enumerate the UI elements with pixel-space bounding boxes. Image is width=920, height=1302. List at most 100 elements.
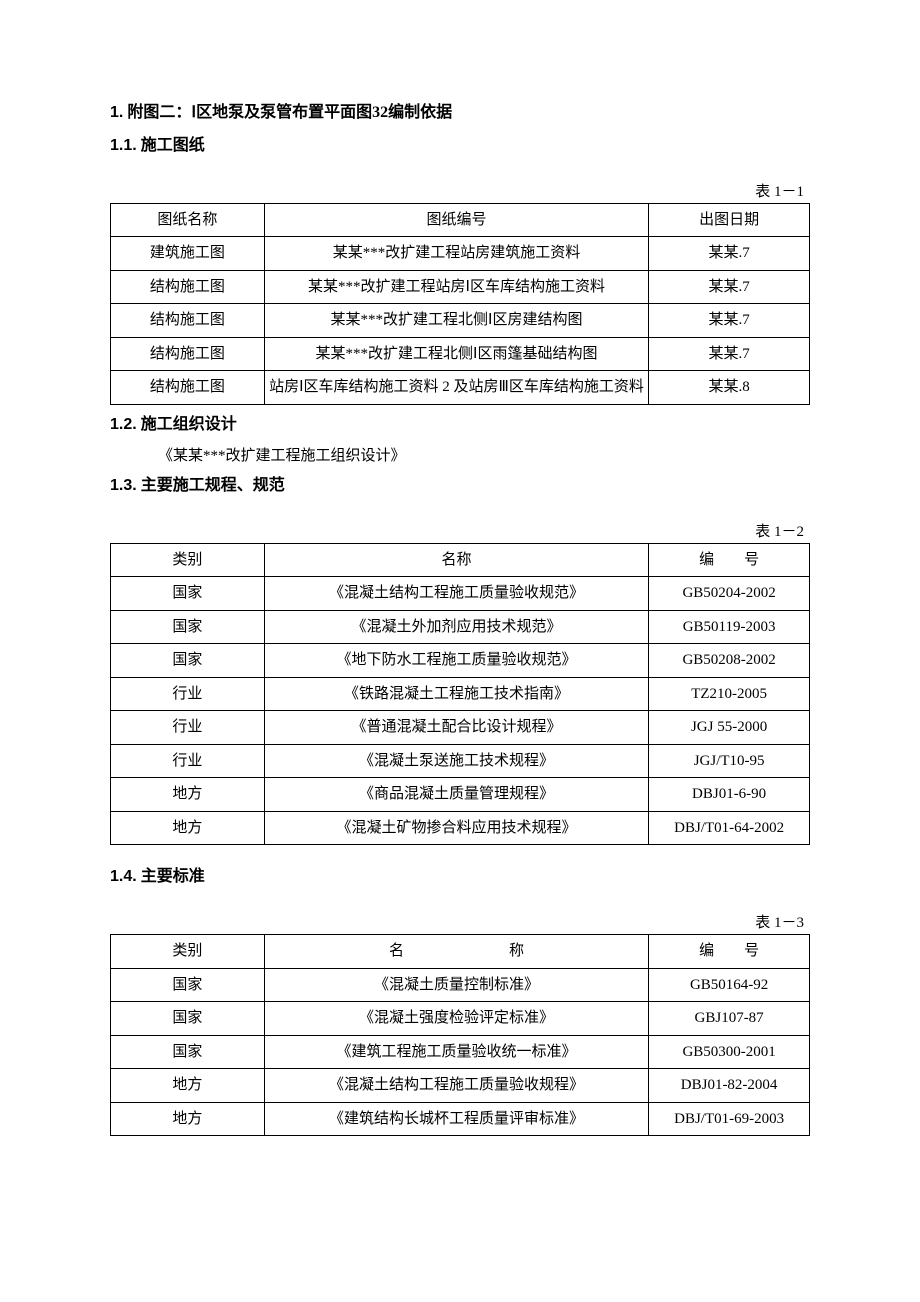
table-cell: 建筑施工图	[111, 237, 265, 271]
table-cell: 某某.8	[649, 371, 810, 405]
table-cell: GB50119-2003	[649, 610, 810, 644]
table-row: 结构施工图某某***改扩建工程北侧Ⅰ区雨篷基础结构图某某.7	[111, 337, 810, 371]
table-cell: 《混凝土外加剂应用技术规范》	[264, 610, 648, 644]
table-cell: 结构施工图	[111, 270, 265, 304]
heading-section-1-4: 1.4. 主要标准	[110, 865, 810, 889]
table-row: 结构施工图某某***改扩建工程站房Ⅰ区车库结构施工资料某某.7	[111, 270, 810, 304]
table-3-body: 国家《混凝土质量控制标准》GB50164-92国家《混凝土强度检验评定标准》GB…	[111, 968, 810, 1136]
table-cell: 地方	[111, 1069, 265, 1103]
table-cell: JGJ 55-2000	[649, 711, 810, 745]
table-row: 国家《建筑工程施工质量验收统一标准》GB50300-2001	[111, 1035, 810, 1069]
table-cell: 地方	[111, 1102, 265, 1136]
table-header-cell: 类别	[111, 543, 265, 577]
heading-1-title: 附图二：Ⅰ区地泵及泵管布置平面图32编制依据	[127, 104, 452, 121]
table-cell: 结构施工图	[111, 371, 265, 405]
table-row: 地方《商品混凝土质量管理规程》DBJ01-6-90	[111, 778, 810, 812]
table-1-body: 建筑施工图某某***改扩建工程站房建筑施工资料某某.7结构施工图某某***改扩建…	[111, 237, 810, 405]
table-cell: 《混凝土质量控制标准》	[264, 968, 648, 1002]
table-cell: 某某.7	[649, 337, 810, 371]
table-row: 地方《混凝土结构工程施工质量验收规程》DBJ01-82-2004	[111, 1069, 810, 1103]
table-cell: 《混凝土结构工程施工质量验收规范》	[264, 577, 648, 611]
heading-1-3-title: 主要施工规程、规范	[141, 477, 285, 494]
table-header-cell: 图纸名称	[111, 203, 265, 237]
table-cell: GBJ107-87	[649, 1002, 810, 1036]
table-1-caption: 表 1－1	[110, 180, 810, 201]
table-row: 国家《混凝土外加剂应用技术规范》GB50119-2003	[111, 610, 810, 644]
table-row: 地方《混凝土矿物掺合料应用技术规程》DBJ/T01-64-2002	[111, 811, 810, 845]
table-cell: GB50208-2002	[649, 644, 810, 678]
table-cell: 某某***改扩建工程站房Ⅰ区车库结构施工资料	[264, 270, 648, 304]
table-cell: 站房Ⅰ区车库结构施工资料 2 及站房Ⅲ区车库结构施工资料	[264, 371, 648, 405]
heading-1-1-number: 1.1.	[110, 137, 137, 154]
heading-1-4-title: 主要标准	[141, 868, 205, 885]
table-cell: 《建筑工程施工质量验收统一标准》	[264, 1035, 648, 1069]
table-cell: 《普通混凝土配合比设计规程》	[264, 711, 648, 745]
table-2-body: 国家《混凝土结构工程施工质量验收规范》GB50204-2002国家《混凝土外加剂…	[111, 577, 810, 845]
table-cell: DBJ01-6-90	[649, 778, 810, 812]
table-cell: 地方	[111, 811, 265, 845]
table-cell: 国家	[111, 968, 265, 1002]
table-cell: 《混凝土结构工程施工质量验收规程》	[264, 1069, 648, 1103]
table-cell: 行业	[111, 677, 265, 711]
table-3-caption: 表 1－3	[110, 911, 810, 932]
table-cell: 结构施工图	[111, 304, 265, 338]
heading-1-number: 1.	[110, 104, 123, 121]
table-cell: 行业	[111, 744, 265, 778]
heading-1-2-number: 1.2.	[110, 416, 137, 433]
table-header-cell: 编 号	[649, 935, 810, 969]
table-cell: 某某***改扩建工程站房建筑施工资料	[264, 237, 648, 271]
table-standards: 类别 名 称 编 号 国家《混凝土质量控制标准》GB50164-92国家《混凝土…	[110, 934, 810, 1136]
table-cell: 《商品混凝土质量管理规程》	[264, 778, 648, 812]
table-regulations: 类别 名称 编 号 国家《混凝土结构工程施工质量验收规范》GB50204-200…	[110, 543, 810, 846]
heading-1-1-title: 施工图纸	[141, 137, 205, 154]
table-drawings: 图纸名称 图纸编号 出图日期 建筑施工图某某***改扩建工程站房建筑施工资料某某…	[110, 203, 810, 405]
table-row: 行业《混凝土泵送施工技术规程》JGJ/T10-95	[111, 744, 810, 778]
heading-section-1: 1. 附图二：Ⅰ区地泵及泵管布置平面图32编制依据	[110, 100, 810, 126]
table-cell: 某某.7	[649, 237, 810, 271]
table-header-cell: 名 称	[264, 935, 648, 969]
table-2-caption: 表 1－2	[110, 520, 810, 541]
heading-section-1-3: 1.3. 主要施工规程、规范	[110, 474, 810, 498]
table-cell: 《地下防水工程施工质量验收规范》	[264, 644, 648, 678]
table-header-cell: 编 号	[649, 543, 810, 577]
table-cell: DBJ01-82-2004	[649, 1069, 810, 1103]
table-header-cell: 出图日期	[649, 203, 810, 237]
table-row: 行业《铁路混凝土工程施工技术指南》TZ210-2005	[111, 677, 810, 711]
table-cell: 《建筑结构长城杯工程质量评审标准》	[264, 1102, 648, 1136]
table-cell: GB50300-2001	[649, 1035, 810, 1069]
table-header-cell: 名称	[264, 543, 648, 577]
table-cell: 《混凝土矿物掺合料应用技术规程》	[264, 811, 648, 845]
table-cell: 地方	[111, 778, 265, 812]
table-header-row: 类别 名 称 编 号	[111, 935, 810, 969]
table-header-row: 图纸名称 图纸编号 出图日期	[111, 203, 810, 237]
table-cell: DBJ/T01-69-2003	[649, 1102, 810, 1136]
table-cell: JGJ/T10-95	[649, 744, 810, 778]
table-cell: GB50164-92	[649, 968, 810, 1002]
table-row: 行业《普通混凝土配合比设计规程》JGJ 55-2000	[111, 711, 810, 745]
heading-section-1-2: 1.2. 施工组织设计	[110, 413, 810, 437]
table-cell: 《铁路混凝土工程施工技术指南》	[264, 677, 648, 711]
table-cell: 《混凝土泵送施工技术规程》	[264, 744, 648, 778]
table-row: 国家《混凝土强度检验评定标准》GBJ107-87	[111, 1002, 810, 1036]
table-row: 结构施工图站房Ⅰ区车库结构施工资料 2 及站房Ⅲ区车库结构施工资料某某.8	[111, 371, 810, 405]
table-cell: 国家	[111, 644, 265, 678]
heading-1-4-number: 1.4.	[110, 868, 137, 885]
table-header-cell: 类别	[111, 935, 265, 969]
table-cell: 某某.7	[649, 270, 810, 304]
heading-section-1-1: 1.1. 施工图纸	[110, 134, 810, 158]
table-cell: 国家	[111, 1002, 265, 1036]
table-cell: 国家	[111, 577, 265, 611]
table-cell: GB50204-2002	[649, 577, 810, 611]
table-row: 地方《建筑结构长城杯工程质量评审标准》DBJ/T01-69-2003	[111, 1102, 810, 1136]
heading-1-3-number: 1.3.	[110, 477, 137, 494]
heading-1-2-title: 施工组织设计	[141, 416, 237, 433]
table-cell: 某某***改扩建工程北侧Ⅰ区雨篷基础结构图	[264, 337, 648, 371]
table-cell: 国家	[111, 610, 265, 644]
table-row: 国家《混凝土结构工程施工质量验收规范》GB50204-2002	[111, 577, 810, 611]
table-cell: 行业	[111, 711, 265, 745]
table-row: 国家《混凝土质量控制标准》GB50164-92	[111, 968, 810, 1002]
table-row: 结构施工图某某***改扩建工程北侧Ⅰ区房建结构图某某.7	[111, 304, 810, 338]
table-header-row: 类别 名称 编 号	[111, 543, 810, 577]
section-1-2-body: 《某某***改扩建工程施工组织设计》	[158, 443, 810, 470]
table-cell: 某某***改扩建工程北侧Ⅰ区房建结构图	[264, 304, 648, 338]
